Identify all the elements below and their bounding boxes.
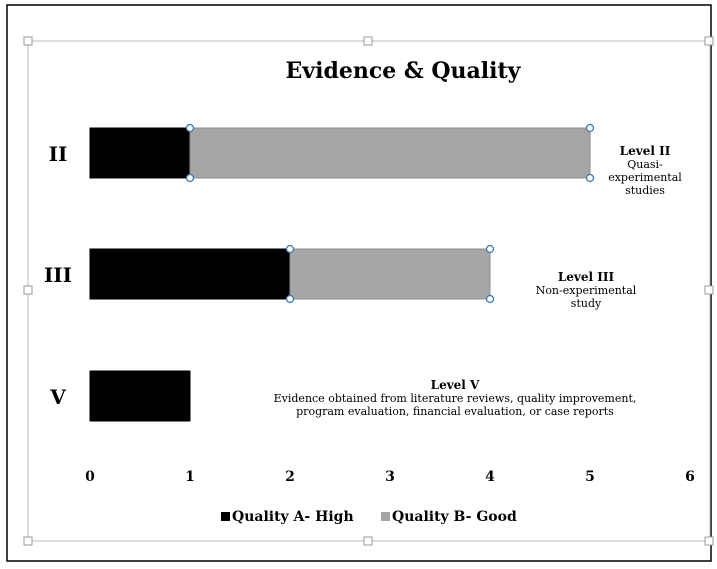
selection-marker[interactable] [185,123,195,133]
chart-selection-handles[interactable] [23,36,714,546]
x-tick-label: 6 [685,469,695,485]
legend-label: Quality B- Good [392,509,517,525]
legend-swatch [221,512,230,521]
x-tick-label: 2 [285,469,295,485]
bar-segment[interactable] [89,370,191,422]
x-tick-label: 5 [585,469,595,485]
annotation-line: study [571,297,602,310]
resize-handle[interactable] [704,536,714,546]
annotation-line: Non-experimental [536,284,637,297]
resize-handle[interactable] [23,536,33,546]
selection-marker[interactable] [185,173,195,183]
x-tick-label: 0 [85,469,95,485]
legend-label: Quality A- High [232,509,354,525]
category-label: II [49,142,68,166]
resize-handle[interactable] [363,36,373,46]
annotation-line: studies [625,184,665,197]
bar-segment[interactable] [189,127,591,179]
annotation-line: experimental [608,171,682,184]
selection-marker[interactable] [585,123,595,133]
bar-segment[interactable] [289,248,491,300]
annotation-line: Level III [558,270,615,284]
resize-handle[interactable] [23,36,33,46]
annotation-line: Evidence obtained from literature review… [274,392,637,405]
selection-marker[interactable] [585,173,595,183]
x-tick-label: 4 [485,469,495,485]
x-tick-label: 3 [385,469,395,485]
annotation-line: Level II [620,144,671,158]
x-tick-label: 1 [185,469,195,485]
legend: Quality A- High Quality B- Good [221,509,517,525]
resize-handle[interactable] [704,285,714,295]
selection-marker[interactable] [485,244,495,254]
category-label: V [49,385,66,409]
legend-swatch [381,512,390,521]
bar-segment[interactable] [89,127,191,179]
resize-handle[interactable] [363,536,373,546]
chart-title: Evidence & Quality [286,58,522,84]
bar-segment[interactable] [89,248,291,300]
annotation-line: program evaluation, financial evaluation… [296,405,614,418]
resize-handle[interactable] [23,285,33,295]
category-label: III [44,263,72,287]
annotation-line: Level V [431,378,480,392]
selection-marker[interactable] [285,294,295,304]
resize-handle[interactable] [704,36,714,46]
bars-layer [89,123,595,422]
selection-marker[interactable] [485,294,495,304]
x-tick-labels: 0 1 2 3 4 5 6 [85,469,695,485]
selection-marker[interactable] [285,244,295,254]
annotation-line: Quasi- [627,158,663,171]
